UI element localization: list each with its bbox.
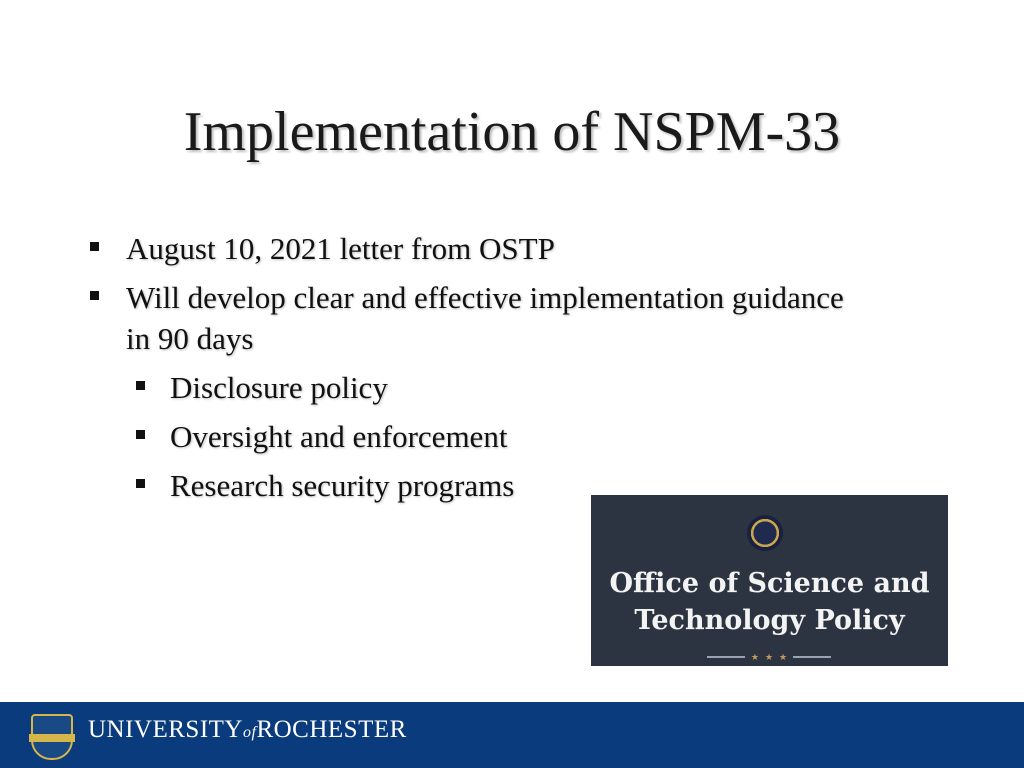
bullet-item: Will develop clear and effective impleme…	[88, 277, 844, 359]
bullet-text-continuation: in 90 days	[126, 321, 254, 356]
ostp-name: Office of Science and Technology Policy	[591, 565, 948, 639]
sub-bullet-text: Oversight and enforcement	[170, 419, 508, 454]
square-bullet-icon	[136, 430, 145, 439]
square-bullet-icon	[136, 381, 145, 390]
square-bullet-icon	[90, 242, 99, 251]
university-wordmark: UNIVERSITYofROCHESTER	[88, 716, 407, 743]
sub-bullet-item: Research security programs	[134, 465, 844, 506]
sub-bullet-text: Disclosure policy	[170, 370, 388, 405]
square-bullet-icon	[90, 291, 99, 300]
square-bullet-icon	[136, 479, 145, 488]
bullet-item: August 10, 2021 letter from OSTP	[88, 228, 844, 269]
star-icon: ★	[750, 651, 759, 662]
bullet-text: Will develop clear and effective impleme…	[126, 280, 844, 315]
slide-title: Implementation of NSPM-33	[183, 101, 841, 163]
stars-divider: ★ ★ ★	[706, 651, 832, 662]
sub-bullet-item: Disclosure policy	[134, 367, 844, 408]
star-icon: ★	[779, 651, 788, 662]
ostp-line-2: Technology Policy	[634, 605, 905, 636]
bullet-text: August 10, 2021 letter from OSTP	[126, 231, 555, 266]
ostp-line-1: Office of Science and	[609, 568, 930, 599]
presidential-seal-icon	[747, 515, 783, 551]
footer-bar: UNIVERSITYofROCHESTER	[0, 702, 1024, 768]
sub-bullet-text: Research security programs	[170, 468, 515, 503]
bullet-list: August 10, 2021 letter from OSTP Will de…	[88, 228, 844, 514]
sub-bullet-item: Oversight and enforcement	[134, 416, 844, 457]
university-shield-icon	[29, 714, 75, 760]
star-icon: ★	[764, 651, 774, 662]
ostp-logo-image: Office of Science and Technology Policy …	[591, 495, 948, 666]
